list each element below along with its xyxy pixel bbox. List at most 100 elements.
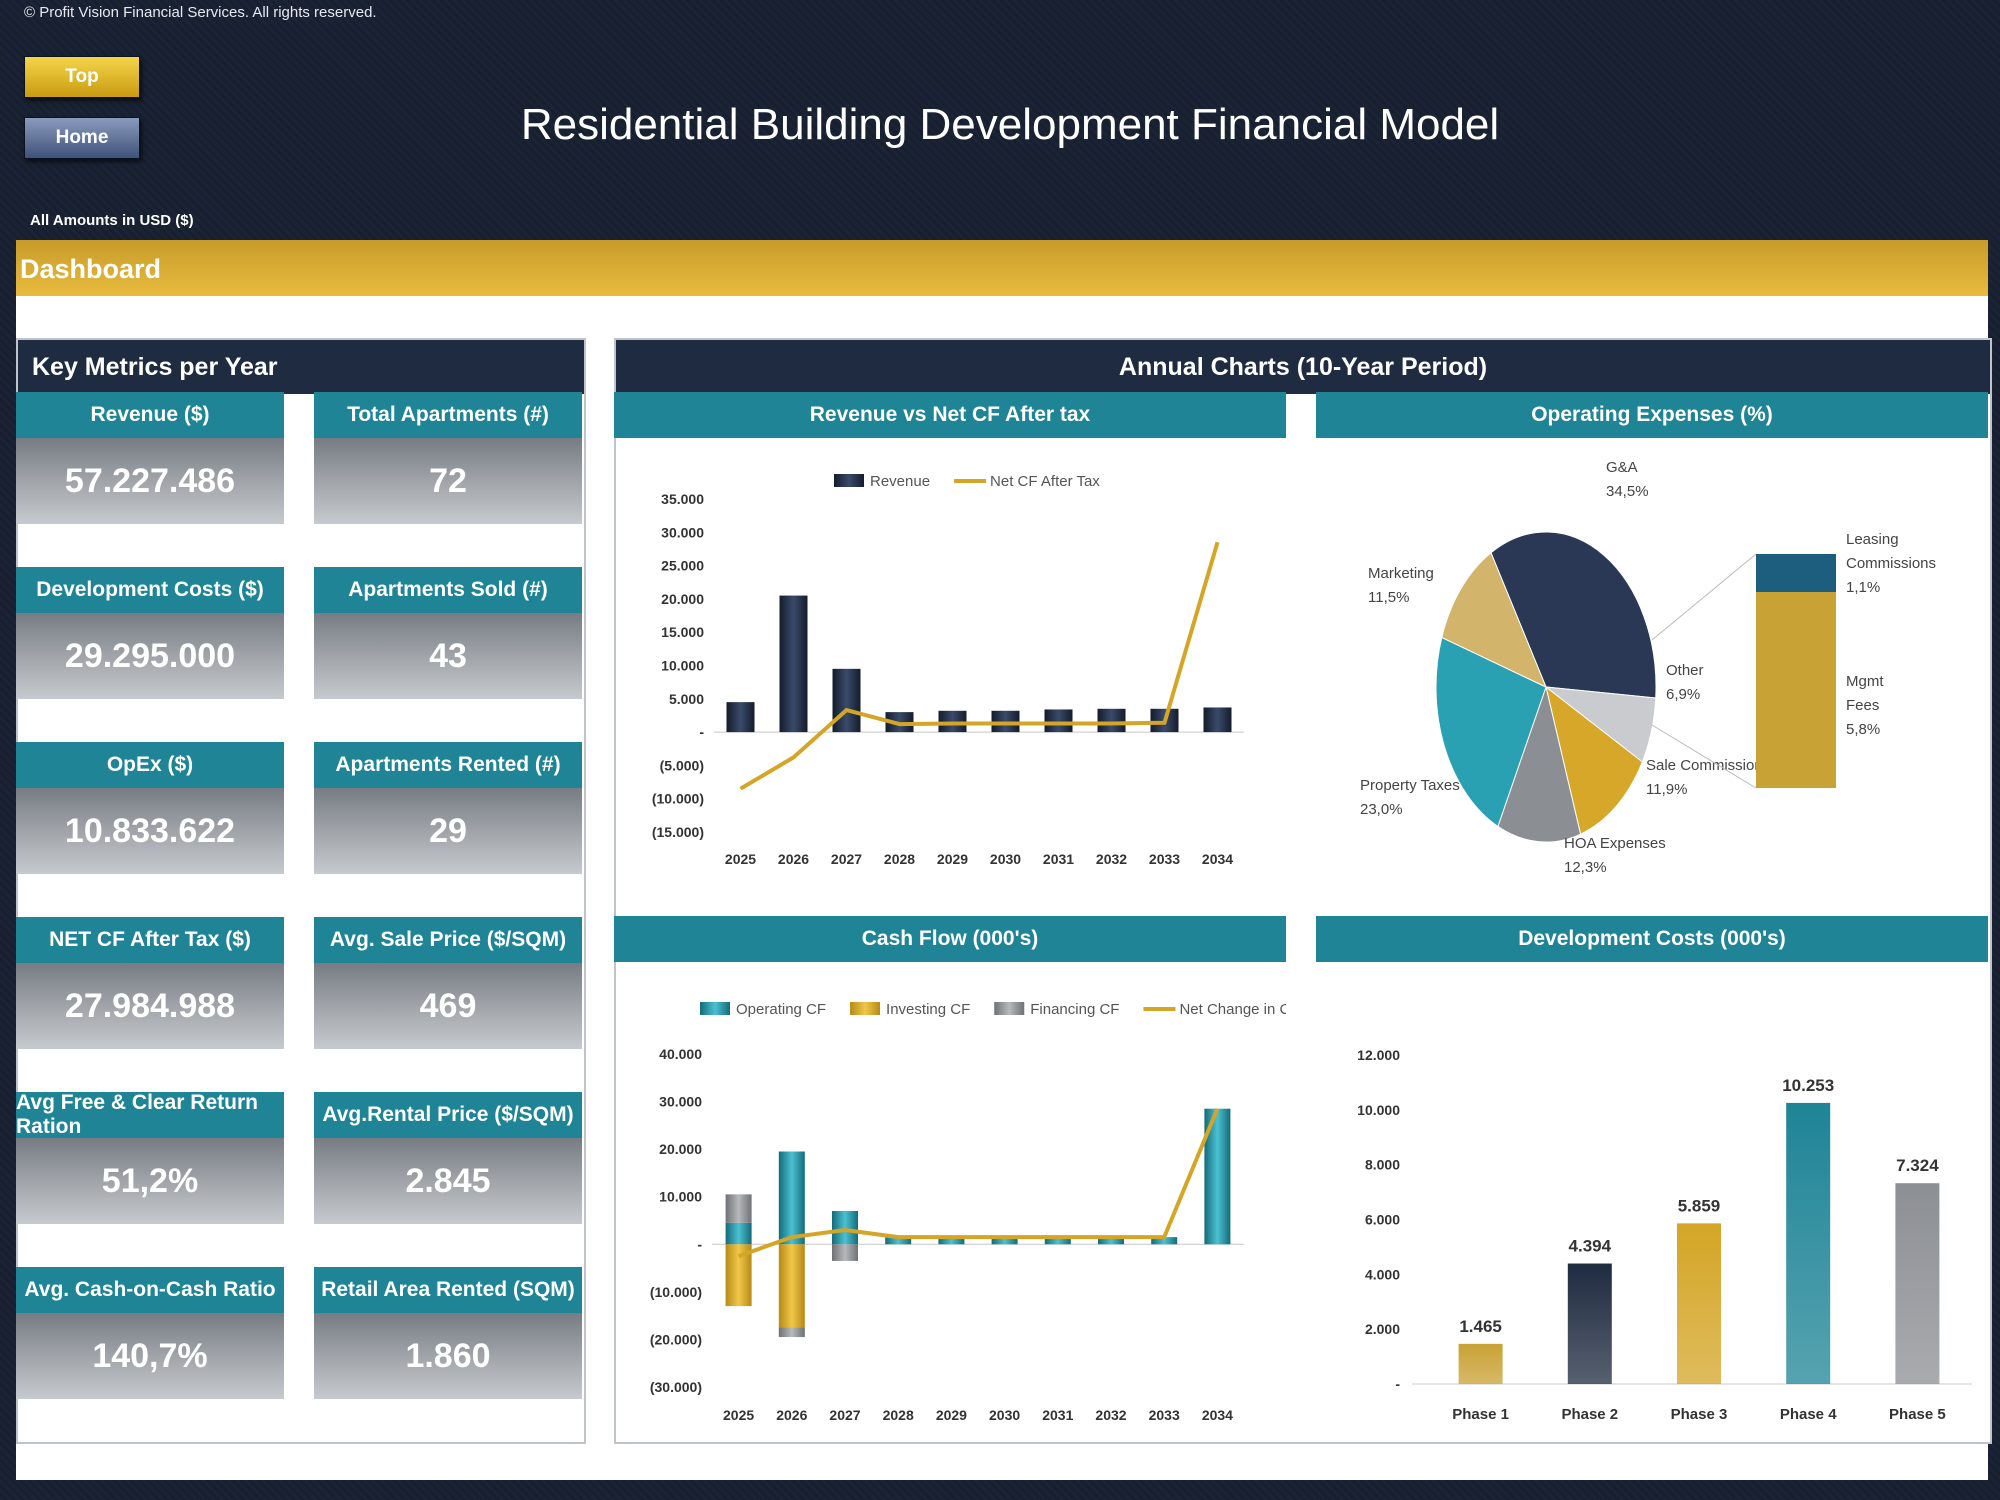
pie-value-label: 6,9% — [1666, 686, 1700, 703]
x-tick-label: 2033 — [1149, 1407, 1180, 1423]
x-tick-label: Phase 5 — [1889, 1406, 1946, 1423]
top-button[interactable]: Top — [24, 56, 140, 98]
breakdown-bar — [1756, 592, 1836, 788]
pie-label: HOA Expenses — [1564, 835, 1666, 852]
bar-financing-cf — [725, 1194, 752, 1223]
connector-line — [1651, 553, 1757, 641]
pie-value-label: 11,9% — [1646, 781, 1687, 798]
legend-label: Operating CF — [736, 1001, 826, 1018]
cashflow-chart-title: Cash Flow (000's) — [614, 916, 1286, 962]
legend-label: Revenue — [870, 473, 930, 490]
x-tick-label: 2030 — [989, 1407, 1020, 1423]
x-tick-label: 2029 — [937, 851, 968, 867]
metric-value: 140,7% — [16, 1313, 284, 1399]
line-net-cf-after-tax — [739, 541, 1220, 791]
y-tick-label: - — [699, 724, 704, 740]
metric-label: Apartments Sold (#) — [314, 567, 582, 613]
bar-value-label: 4.394 — [1569, 1237, 1612, 1256]
metric-value: 2.845 — [314, 1138, 582, 1224]
connector-line — [1651, 724, 1757, 789]
metric-value: 57.227.486 — [16, 438, 284, 524]
currency-note: All Amounts in USD ($) — [30, 212, 194, 229]
y-tick-label: 10.000 — [659, 1189, 702, 1205]
bar-value-label: 7.324 — [1896, 1156, 1939, 1175]
key-metrics-title: Key Metrics per Year — [18, 340, 584, 394]
x-tick-label: 2029 — [936, 1407, 967, 1423]
metric-value: 43 — [314, 613, 582, 699]
bar-value-label: 10.253 — [1782, 1076, 1834, 1095]
metric-label: NET CF After Tax ($) — [16, 917, 284, 963]
bar-financing-cf — [832, 1244, 858, 1261]
y-tick-label: 40.000 — [659, 1046, 702, 1062]
bar-operating-cf — [778, 1151, 805, 1245]
bar-revenue — [779, 595, 808, 733]
x-tick-label: Phase 4 — [1780, 1406, 1837, 1423]
x-tick-label: 2028 — [883, 1407, 914, 1423]
bar-operating-cf — [1151, 1237, 1178, 1245]
bar-operating-cf — [991, 1237, 1018, 1245]
y-tick-label: (10.000) — [650, 1284, 702, 1300]
metric-value: 72 — [314, 438, 582, 524]
y-tick-label: 6.000 — [1365, 1212, 1400, 1228]
metric-value: 1.860 — [314, 1313, 582, 1399]
bar-operating-cf — [832, 1210, 858, 1245]
bar-phase — [1895, 1183, 1940, 1384]
y-tick-label: 20.000 — [659, 1141, 702, 1157]
x-tick-label: 2031 — [1042, 1407, 1073, 1423]
bar-phase — [1786, 1102, 1831, 1384]
revenue-chart-title: Revenue vs Net CF After tax — [614, 392, 1286, 438]
y-tick-label: 20.000 — [661, 591, 704, 607]
pie-slice — [1490, 531, 1657, 699]
dashboard-title: Dashboard — [20, 254, 162, 284]
pie-label: Marketing — [1368, 565, 1434, 582]
dashboard-bar — [16, 240, 1988, 296]
pie-slice — [1497, 685, 1582, 843]
bar-revenue — [1044, 709, 1073, 733]
legend-swatch — [700, 1002, 730, 1015]
legend-label: Financing CF — [1030, 1001, 1119, 1018]
metric-value: 469 — [314, 963, 582, 1049]
bar-operating-cf — [1098, 1237, 1124, 1245]
pie-slice — [1435, 636, 1547, 828]
bar-revenue — [726, 702, 755, 733]
y-tick-label: - — [1395, 1376, 1400, 1392]
y-tick-label: 5.000 — [669, 691, 704, 707]
bar-revenue — [1097, 708, 1126, 733]
x-tick-label: Phase 2 — [1561, 1406, 1618, 1423]
home-button[interactable]: Home — [24, 117, 140, 159]
pie-value-label: 34,5% — [1606, 483, 1649, 500]
pie-label: G&A — [1606, 459, 1638, 476]
pie-slice — [1441, 551, 1547, 689]
metric-label: OpEx ($) — [16, 742, 284, 788]
legend-label: Investing CF — [886, 1001, 970, 1018]
revenue-vs-netcf-chart: 35.000 30.000 25.000 20.000 15.000 10.000 5.00… — [652, 473, 1244, 867]
y-tick-label: 10.000 — [661, 658, 704, 674]
opex-pie-chart: G&A 34,5% Other 6,9% Sale Commissions 11,9% HO… — [1360, 459, 1936, 876]
pie-label: Other — [1666, 662, 1704, 679]
x-tick-label: 2026 — [778, 851, 809, 867]
metric-label: Revenue ($) — [16, 392, 284, 438]
bar-operating-cf — [938, 1237, 965, 1245]
x-tick-label: 2031 — [1043, 851, 1074, 867]
metric-value: 27.984.988 — [16, 963, 284, 1049]
y-tick-label: (10.000) — [652, 791, 704, 807]
pie-label: Property Taxes — [1360, 777, 1460, 794]
legend-swatch — [834, 474, 864, 487]
x-tick-label: 2034 — [1202, 1407, 1233, 1423]
metric-value: 29 — [314, 788, 582, 874]
breakdown-label: Commissions — [1846, 555, 1936, 572]
breakdown-value-label: 5,8% — [1846, 721, 1880, 738]
breakdown-value-label: 1,1% — [1846, 579, 1880, 596]
y-tick-label: 2.000 — [1365, 1321, 1400, 1337]
y-tick-label: (20.000) — [650, 1331, 702, 1347]
x-tick-label: 2027 — [829, 1407, 860, 1423]
y-tick-label: 15.000 — [661, 624, 704, 640]
y-tick-label: 30.000 — [661, 524, 704, 540]
pie-label: Sale Commissions — [1646, 757, 1770, 774]
devcost-chart: 12.000 10.000 8.000 6.000 4.000 2.000 - 1.465 Ph… — [1357, 1047, 1972, 1423]
x-tick-label: 2025 — [723, 1407, 754, 1423]
y-tick-label: (5.000) — [660, 757, 704, 773]
breakdown-bar — [1756, 554, 1836, 592]
y-tick-label: 10.000 — [1357, 1102, 1400, 1118]
x-tick-label: 2032 — [1095, 1407, 1126, 1423]
